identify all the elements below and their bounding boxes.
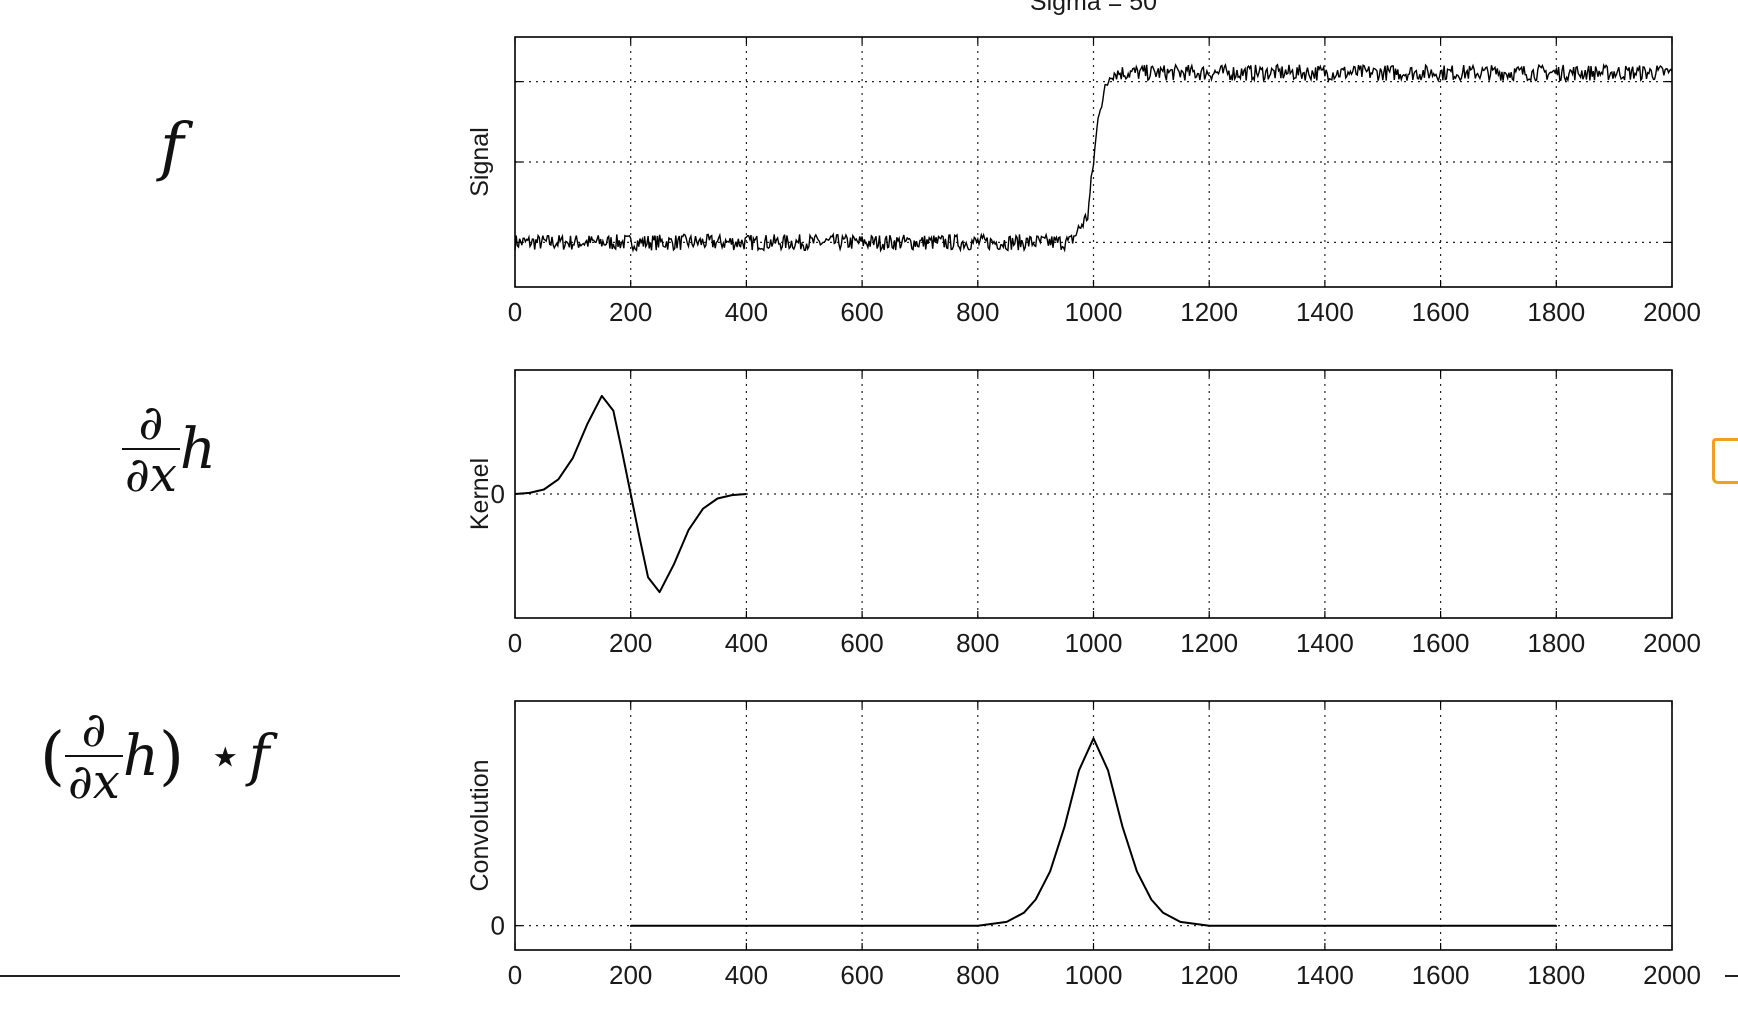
panel3-xtick-label: 1600 xyxy=(1412,960,1470,990)
panel3-xtick-label: 1400 xyxy=(1296,960,1354,990)
panel2-xtick-label: 400 xyxy=(725,628,768,658)
footer-rule-right xyxy=(1725,975,1738,977)
panel1-xtick-label: 1600 xyxy=(1412,297,1470,327)
panel1-xtick-label: 2000 xyxy=(1643,297,1701,327)
panel3-xtick-label: 400 xyxy=(725,960,768,990)
panel2-series-line xyxy=(514,394,747,594)
partial-numerator-conv: ∂ xyxy=(64,705,123,758)
panel2-xtick-label: 600 xyxy=(840,628,883,658)
panel3-xtick-label: 2000 xyxy=(1643,960,1701,990)
panel2-xtick-label: 0 xyxy=(508,628,522,658)
panel3-xtick-label: 800 xyxy=(956,960,999,990)
annotation-mark xyxy=(1712,438,1738,484)
panel3-series-line xyxy=(630,737,1557,927)
panel1-xtick-label: 200 xyxy=(609,297,652,327)
panel1-xtick-label: 1000 xyxy=(1065,297,1123,327)
star-operator: ⋆ xyxy=(207,723,243,789)
h-symbol-conv: h xyxy=(122,723,159,789)
label-convolution: ( ∂ ∂x h) ⋆ f xyxy=(40,705,270,808)
panel2-ylabel: Kernel xyxy=(466,458,494,530)
panel1-xtick-label: 800 xyxy=(956,297,999,327)
panel3-xtick-label: 600 xyxy=(840,960,883,990)
close-paren: ) xyxy=(158,719,184,794)
panel2-ytick-label: 0 xyxy=(491,479,505,509)
footer-rule-left xyxy=(0,975,400,977)
panel1-xtick-label: 400 xyxy=(725,297,768,327)
panel2-xtick-label: 1200 xyxy=(1180,628,1238,658)
open-paren: ( xyxy=(40,719,65,794)
panel3-xtick-label: 200 xyxy=(609,960,652,990)
panel1-series-line xyxy=(514,62,1673,253)
panel1-title: Sigma = 50 xyxy=(1030,0,1157,16)
panel3-xtick-label: 1800 xyxy=(1527,960,1585,990)
panel3-xtick-label: 1200 xyxy=(1180,960,1238,990)
partial-denominator-conv: ∂x xyxy=(67,754,120,811)
panel3-ytick-label: 0 xyxy=(491,911,505,941)
f-symbol: f xyxy=(160,110,184,184)
panel3-xtick-label: 0 xyxy=(508,960,522,990)
panel1-xtick-label: 1800 xyxy=(1527,297,1585,327)
panel3-axes-box xyxy=(514,700,1673,951)
label-f: f xyxy=(160,110,184,184)
label-kernel-derivative: ∂ ∂x h xyxy=(122,398,216,501)
partial-fraction: ∂ ∂x xyxy=(122,398,180,501)
partial-denominator: ∂x xyxy=(125,447,177,504)
panel3-ylabel: Convolution xyxy=(466,759,494,891)
panel2-xtick-label: 1800 xyxy=(1527,628,1585,658)
panel1-axes-box xyxy=(514,36,1673,288)
panel2-xtick-label: 800 xyxy=(956,628,999,658)
panel1-xtick-label: 1400 xyxy=(1296,297,1354,327)
panel2-xtick-label: 1400 xyxy=(1296,628,1354,658)
partial-fraction-conv: ∂ ∂x xyxy=(64,705,123,811)
panel1-xtick-label: 600 xyxy=(840,297,883,327)
h-symbol: h xyxy=(179,416,216,482)
f-symbol-conv: f xyxy=(248,723,270,789)
panel1-ylabel: Signal xyxy=(466,127,494,197)
panel2-xtick-label: 2000 xyxy=(1643,628,1701,658)
panel1-xtick-label: 1200 xyxy=(1180,297,1238,327)
panel2-xtick-label: 1600 xyxy=(1412,628,1470,658)
partial-numerator: ∂ xyxy=(122,398,180,451)
panel1-xtick-label: 0 xyxy=(508,297,522,327)
panel2-xtick-label: 1000 xyxy=(1065,628,1123,658)
panel3-xtick-label: 1000 xyxy=(1065,960,1123,990)
panel2-xtick-label: 200 xyxy=(609,628,652,658)
